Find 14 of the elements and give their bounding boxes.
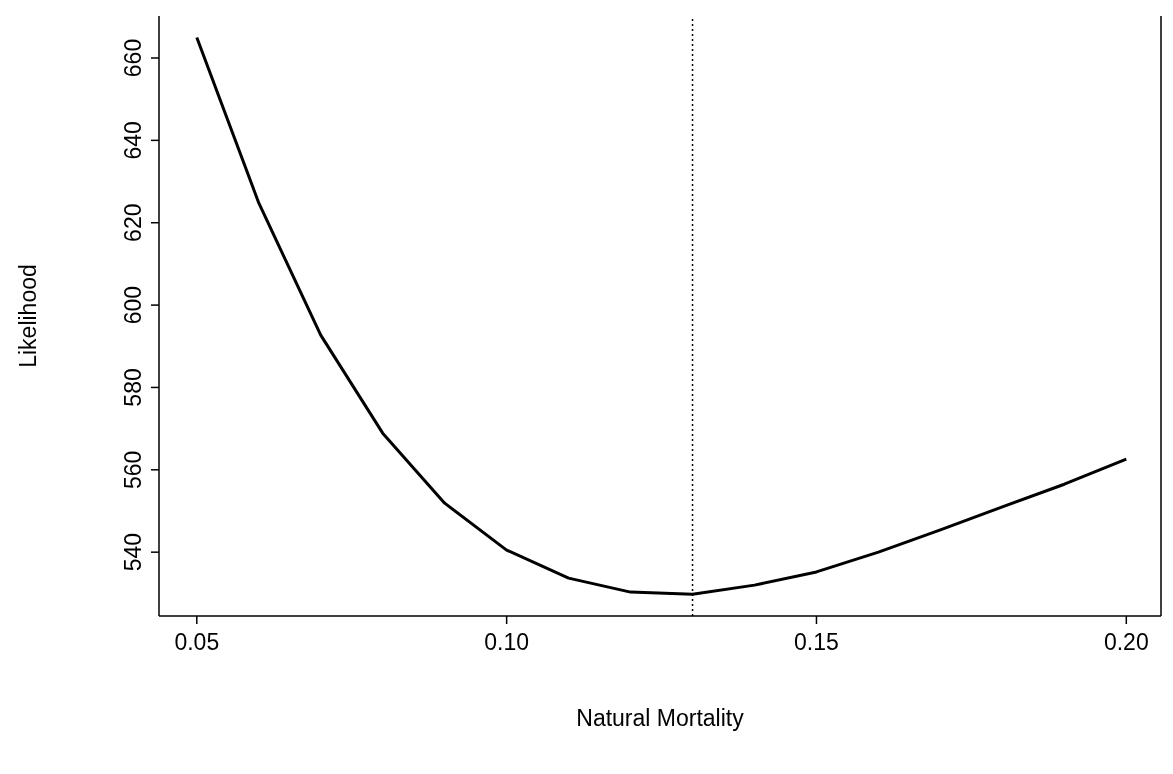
- y-tick-label: 560: [120, 450, 146, 489]
- line-series: [195, 35, 1128, 596]
- x-axis-title: Natural Mortality: [576, 705, 745, 731]
- x-tick-label: 0.20: [1103, 629, 1149, 655]
- y-axis-title: Likelihood: [15, 264, 42, 368]
- y-tick-label: 540: [120, 532, 146, 572]
- x-tick-label: 0.05: [174, 629, 220, 655]
- y-tick-label: 660: [120, 38, 146, 78]
- x-tick-label: 0.15: [794, 629, 839, 655]
- y-tick-label: 580: [120, 368, 146, 407]
- y-tick-label: 640: [120, 121, 146, 160]
- x-tick-label: 0.10: [484, 629, 530, 655]
- y-tick-label: 600: [120, 285, 146, 325]
- y-tick-label: 620: [120, 203, 146, 242]
